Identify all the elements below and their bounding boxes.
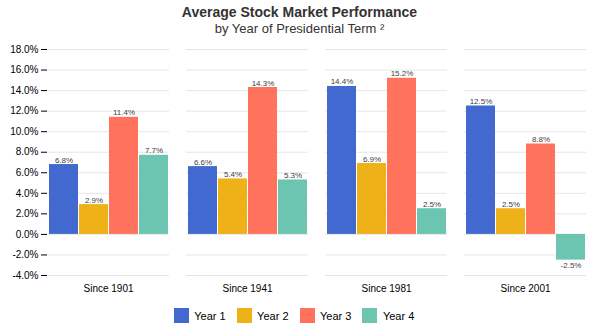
svg-text:2.5%: 2.5% <box>423 200 441 209</box>
html-text:Year 2: Year 2 <box>257 309 289 322</box>
svg-text:6.0%: 6.0% <box>16 167 39 178</box>
svg-text:12.5%: 12.5% <box>470 97 493 106</box>
svg-text:12.0%: 12.0% <box>10 105 38 116</box>
svg-text:18.0%: 18.0% <box>10 44 38 55</box>
html-text:Average Stock Market Performan: Average Stock Market Performance <box>181 4 418 20</box>
svg-text:2.9%: 2.9% <box>85 196 103 205</box>
svg-text:10.0%: 10.0% <box>10 126 38 137</box>
html-text:Year 3: Year 3 <box>320 309 352 322</box>
svg-text:8.8%: 8.8% <box>532 135 550 144</box>
svg-text:-4.0%: -4.0% <box>12 270 38 281</box>
svg-text:7.7%: 7.7% <box>145 146 163 155</box>
html-text:by Year of Presidential Term ²: by Year of Presidential Term ² <box>214 21 385 36</box>
svg-text:11.4%: 11.4% <box>113 108 135 117</box>
svg-text:4.0%: 4.0% <box>16 188 39 199</box>
svg-text:0.0%: 0.0% <box>16 229 39 240</box>
svg-text:14.0%: 14.0% <box>10 85 38 96</box>
svg-text:Since 1981: Since 1981 <box>361 283 411 294</box>
svg-text:14.3%: 14.3% <box>252 79 275 88</box>
svg-text:-2.0%: -2.0% <box>12 249 38 260</box>
svg-text:6.8%: 6.8% <box>55 156 73 165</box>
svg-text:15.2%: 15.2% <box>391 69 414 78</box>
html-text:Year 1: Year 1 <box>194 309 226 322</box>
svg-text:8.0%: 8.0% <box>16 146 39 157</box>
svg-text:Since 2001: Since 2001 <box>500 283 550 294</box>
svg-text:16.0%: 16.0% <box>10 64 38 75</box>
svg-text:-2.5%: -2.5% <box>561 261 582 270</box>
svg-text:6.9%: 6.9% <box>363 155 381 164</box>
svg-text:2.0%: 2.0% <box>16 208 39 219</box>
svg-text:5.4%: 5.4% <box>224 170 242 179</box>
svg-text:5.3%: 5.3% <box>284 171 302 180</box>
svg-text:Since 1941: Since 1941 <box>222 283 272 294</box>
svg-text:6.6%: 6.6% <box>194 158 212 167</box>
svg-text:2.5%: 2.5% <box>502 200 520 209</box>
svg-text:Since 1901: Since 1901 <box>83 283 133 294</box>
html-text:Year 4: Year 4 <box>382 309 415 322</box>
svg-text:14.4%: 14.4% <box>331 77 354 86</box>
